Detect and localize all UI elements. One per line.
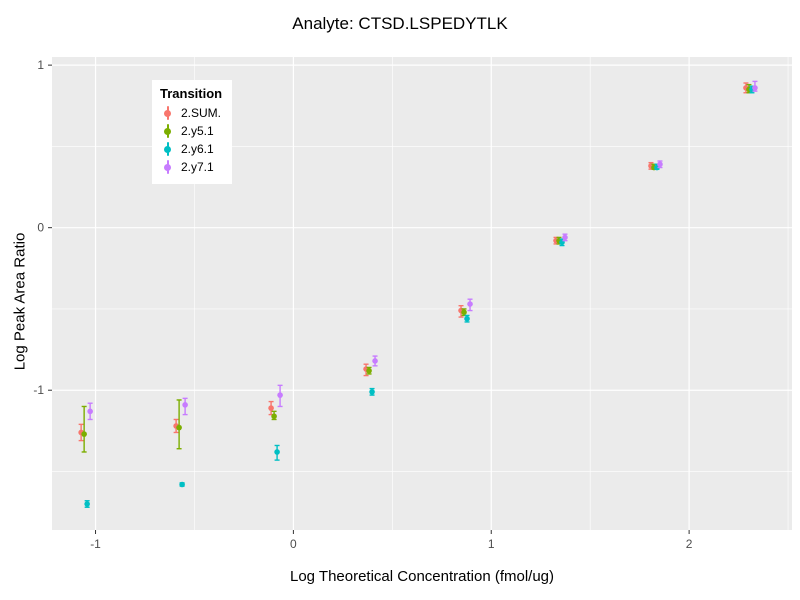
legend-key-pointrange-icon (160, 159, 176, 175)
legend-key-pointrange-icon (160, 123, 176, 139)
data-point (179, 481, 185, 488)
data-point (369, 389, 375, 395)
legend: Transition 2.SUM. 2.y5.1 2.y6.1 2.y7.1 (152, 80, 233, 184)
legend-label: 2.y6.1 (181, 142, 214, 156)
legend-item: 2.SUM. (160, 104, 222, 122)
data-point (84, 501, 90, 507)
legend-label: 2.y7.1 (181, 160, 214, 174)
data-point (271, 413, 277, 420)
data-point (176, 424, 182, 431)
legend-items: 2.SUM. 2.y5.1 2.y6.1 2.y7.1 (160, 104, 222, 176)
data-point (87, 408, 93, 415)
chart-title: Analyte: CTSD.LSPEDYTLK (292, 14, 508, 33)
data-point (752, 85, 758, 91)
x-axis-label: Log Theoretical Concentration (fmol/ug) (289, 568, 555, 585)
x-tick-label: -1 (90, 537, 101, 551)
data-point (464, 315, 470, 322)
y-tick-label: -1 (33, 383, 44, 397)
data-point (657, 161, 663, 168)
data-point (467, 301, 473, 307)
legend-title: Transition (160, 86, 223, 101)
legend-item: 2.y5.1 (160, 122, 222, 140)
data-point (562, 234, 568, 241)
data-point (277, 392, 283, 398)
data-point (461, 309, 467, 315)
x-tick-label: 0 (290, 537, 297, 551)
legend-key-pointrange-icon (160, 141, 176, 157)
x-tick-label: 2 (686, 537, 693, 551)
legend-label: 2.y5.1 (181, 124, 214, 138)
legend-key-pointrange-icon (160, 105, 176, 121)
data-point (81, 431, 87, 437)
legend-item: 2.y7.1 (160, 158, 222, 176)
data-point (268, 405, 274, 411)
x-tick-label: 1 (488, 537, 495, 551)
data-point (182, 402, 188, 408)
y-tick-label: 1 (37, 58, 44, 72)
legend-label: 2.SUM. (181, 106, 222, 120)
y-tick-label: 0 (37, 221, 44, 235)
legend-item: 2.y6.1 (160, 140, 222, 158)
data-point (366, 367, 372, 374)
data-point (372, 358, 378, 364)
data-point (274, 449, 280, 455)
